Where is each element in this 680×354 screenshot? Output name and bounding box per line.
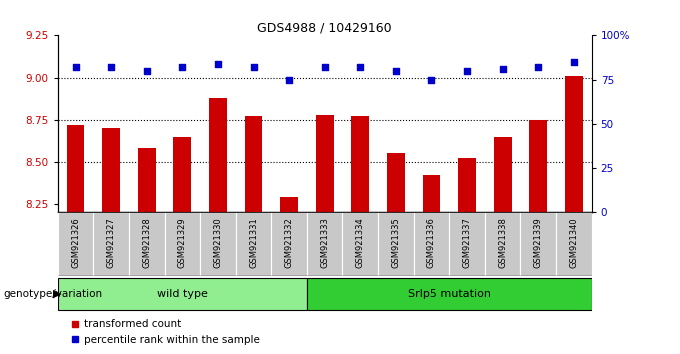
Bar bbox=[236, 212, 271, 276]
Point bbox=[106, 64, 117, 70]
Bar bbox=[165, 212, 200, 276]
Bar bbox=[200, 212, 236, 276]
Bar bbox=[58, 278, 307, 310]
Bar bbox=[378, 212, 413, 276]
Point bbox=[212, 61, 223, 67]
Bar bbox=[271, 212, 307, 276]
Point bbox=[355, 64, 366, 70]
Title: GDS4988 / 10429160: GDS4988 / 10429160 bbox=[258, 21, 392, 34]
Bar bbox=[565, 76, 583, 212]
Point bbox=[426, 77, 437, 82]
Bar bbox=[413, 212, 449, 276]
Bar bbox=[307, 212, 343, 276]
Text: Srlp5 mutation: Srlp5 mutation bbox=[408, 289, 491, 299]
Bar bbox=[529, 120, 547, 212]
Point bbox=[568, 59, 579, 65]
Bar bbox=[138, 148, 156, 212]
Text: GSM921328: GSM921328 bbox=[142, 217, 151, 268]
Text: GSM921339: GSM921339 bbox=[534, 217, 543, 268]
Point bbox=[284, 77, 294, 82]
Bar bbox=[102, 128, 120, 212]
Text: GSM921338: GSM921338 bbox=[498, 217, 507, 268]
Bar bbox=[93, 212, 129, 276]
Bar bbox=[58, 212, 93, 276]
Point bbox=[390, 68, 401, 74]
Text: GSM921335: GSM921335 bbox=[392, 217, 401, 268]
Text: ▶: ▶ bbox=[53, 289, 61, 299]
Bar bbox=[422, 175, 441, 212]
Point bbox=[462, 68, 473, 74]
Bar bbox=[245, 116, 262, 212]
Point bbox=[497, 66, 508, 72]
Bar bbox=[307, 278, 592, 310]
Legend: transformed count, percentile rank within the sample: transformed count, percentile rank withi… bbox=[67, 315, 264, 349]
Text: GSM921334: GSM921334 bbox=[356, 217, 364, 268]
Text: GSM921331: GSM921331 bbox=[249, 217, 258, 268]
Bar bbox=[458, 159, 476, 212]
Text: GSM921332: GSM921332 bbox=[285, 217, 294, 268]
Point bbox=[320, 64, 330, 70]
Bar bbox=[352, 116, 369, 212]
Bar bbox=[316, 115, 334, 212]
Bar bbox=[494, 137, 511, 212]
Text: GSM921333: GSM921333 bbox=[320, 217, 329, 268]
Point bbox=[141, 68, 152, 74]
Bar bbox=[449, 212, 485, 276]
Text: GSM921336: GSM921336 bbox=[427, 217, 436, 268]
Point bbox=[248, 64, 259, 70]
Bar bbox=[520, 212, 556, 276]
Bar bbox=[67, 125, 84, 212]
Point bbox=[70, 64, 81, 70]
Bar bbox=[173, 137, 191, 212]
Point bbox=[533, 64, 544, 70]
Text: GSM921327: GSM921327 bbox=[107, 217, 116, 268]
Text: GSM921340: GSM921340 bbox=[569, 217, 578, 268]
Text: GSM921330: GSM921330 bbox=[214, 217, 222, 268]
Point bbox=[177, 64, 188, 70]
Bar bbox=[343, 212, 378, 276]
Bar bbox=[387, 153, 405, 212]
Text: GSM921326: GSM921326 bbox=[71, 217, 80, 268]
Text: wild type: wild type bbox=[157, 289, 208, 299]
Text: genotype/variation: genotype/variation bbox=[3, 289, 103, 299]
Text: GSM921329: GSM921329 bbox=[178, 217, 187, 268]
Text: GSM921337: GSM921337 bbox=[462, 217, 471, 268]
Bar bbox=[280, 197, 298, 212]
Bar bbox=[556, 212, 592, 276]
Bar bbox=[209, 98, 227, 212]
Bar bbox=[129, 212, 165, 276]
Bar bbox=[485, 212, 520, 276]
